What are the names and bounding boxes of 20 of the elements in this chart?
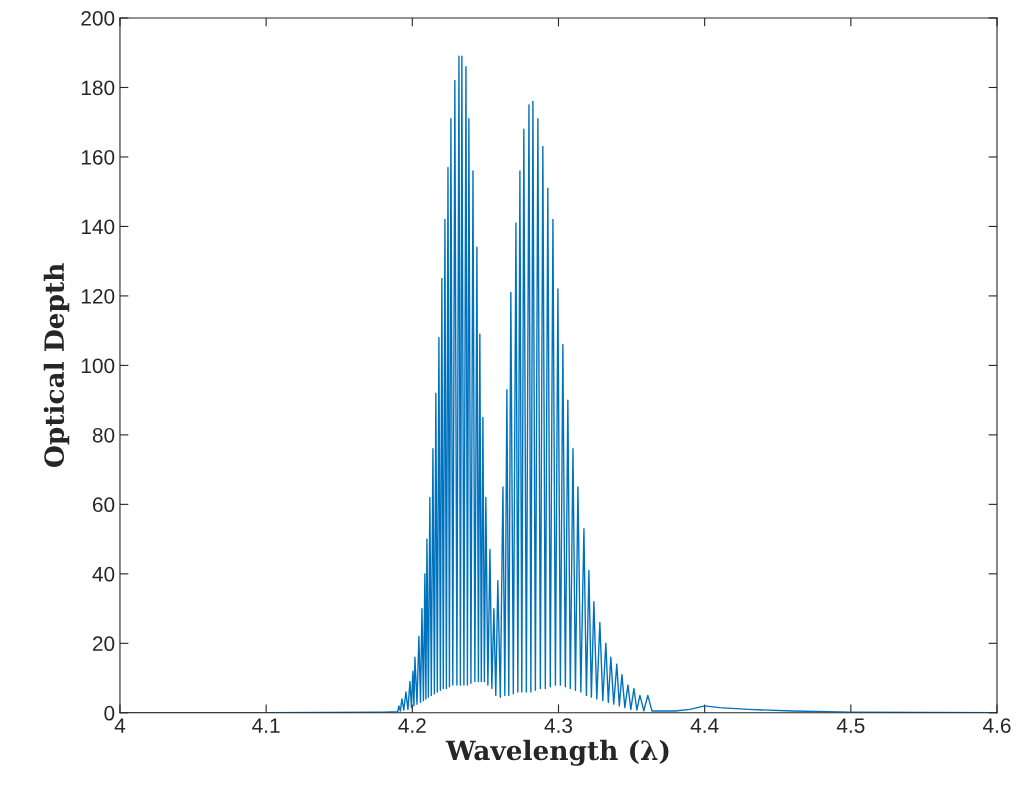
y-tick-label: 80 — [92, 427, 115, 443]
y-tick-label: 40 — [92, 566, 115, 582]
x-tick-label: 4.1 — [252, 718, 280, 733]
y-tick-label: 200 — [81, 11, 115, 26]
y-tick-label: 140 — [81, 219, 115, 235]
x-tick-label: 4.4 — [690, 718, 719, 733]
x-tick-label: 4.5 — [836, 718, 865, 733]
y-tick-label: 60 — [92, 497, 115, 513]
y-tick-label: 120 — [81, 288, 115, 304]
y-tick-label: 20 — [92, 636, 115, 652]
y-axis-title: Optical Depth — [43, 263, 70, 468]
y-tick-label: 160 — [81, 149, 115, 165]
x-tick-label: 4.6 — [983, 718, 1011, 733]
y-tick-label: 180 — [81, 80, 115, 96]
y-tick-label: 100 — [81, 358, 115, 374]
x-tick-label: 4.3 — [544, 718, 573, 733]
y-tick-label: 0 — [104, 705, 115, 721]
x-axis-title: Wavelength (λ) — [445, 739, 669, 766]
x-tick-label: 4 — [114, 718, 126, 733]
x-tick-label: 4.2 — [398, 718, 426, 733]
